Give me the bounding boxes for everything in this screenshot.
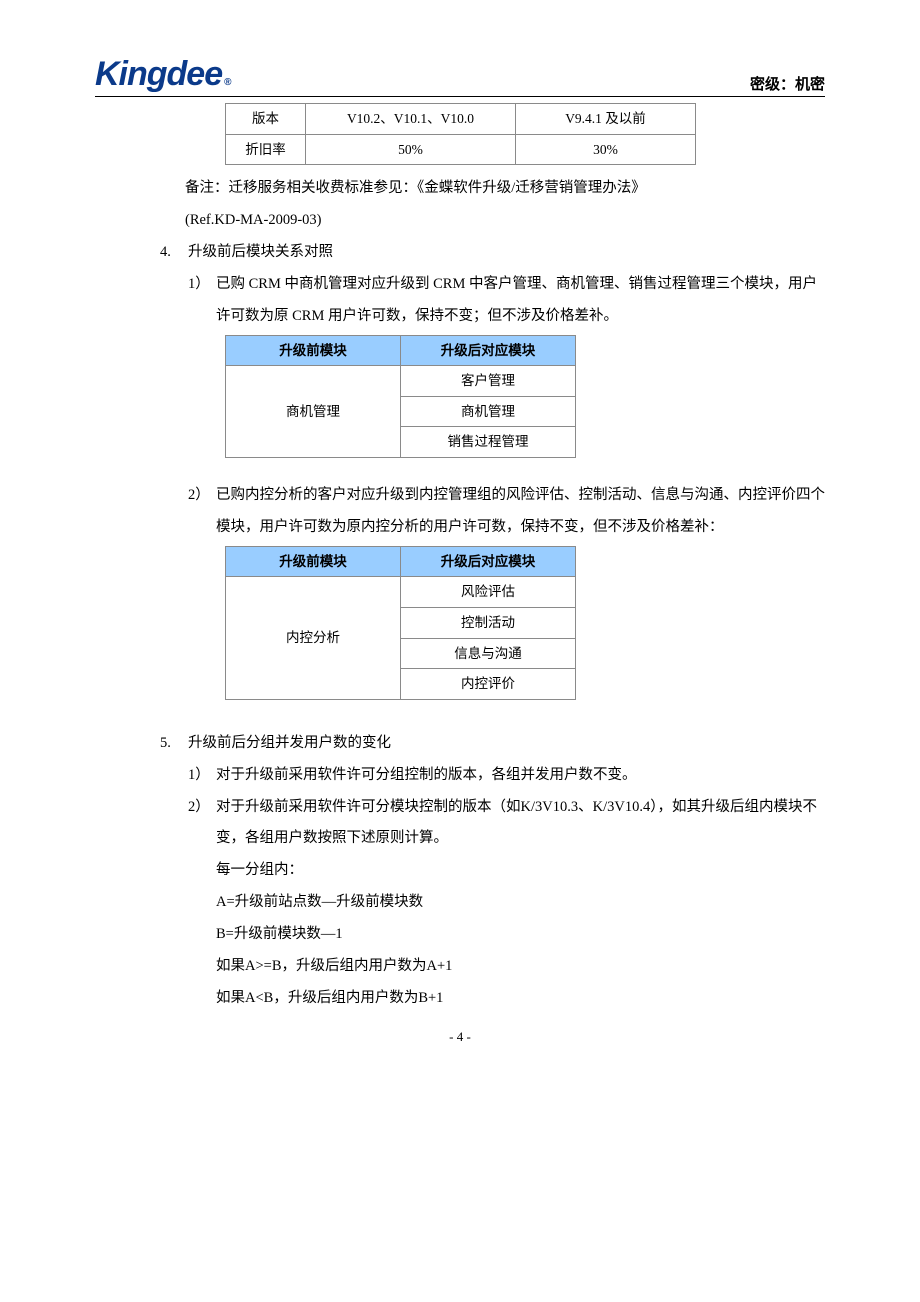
cell-before-module: 内控分析 bbox=[226, 577, 401, 699]
cell-after-module: 控制活动 bbox=[401, 607, 576, 638]
cell-rate-label: 折旧率 bbox=[226, 134, 306, 165]
cell-after-module: 销售过程管理 bbox=[401, 427, 576, 458]
page-content: 版本 V10.2、V10.1、V10.0 V9.4.1 及以前 折旧率 50% … bbox=[95, 103, 825, 1051]
col-header-after: 升级后对应模块 bbox=[401, 546, 576, 577]
table-row: 折旧率 50% 30% bbox=[226, 134, 696, 165]
table-header-row: 升级前模块 升级后对应模块 bbox=[226, 335, 576, 366]
logo-text: Kingdee bbox=[95, 55, 222, 94]
depreciation-table: 版本 V10.2、V10.1、V10.0 V9.4.1 及以前 折旧率 50% … bbox=[225, 103, 696, 165]
cell-after-module: 风险评估 bbox=[401, 577, 576, 608]
page-header: Kingdee ® 密级：机密 bbox=[95, 55, 825, 97]
section-number: 4. bbox=[160, 237, 188, 269]
cell-version-a: V10.2、V10.1、V10.0 bbox=[306, 104, 516, 135]
table-row: 版本 V10.2、V10.1、V10.0 V9.4.1 及以前 bbox=[226, 104, 696, 135]
section-title: 升级前后模块关系对照 bbox=[188, 237, 333, 269]
table-row: 内控分析 风险评估 bbox=[226, 577, 576, 608]
section-5: 5. 升级前后分组并发用户数的变化 bbox=[160, 728, 825, 760]
section-title: 升级前后分组并发用户数的变化 bbox=[188, 728, 391, 760]
cell-version-label: 版本 bbox=[226, 104, 306, 135]
cell-after-module: 客户管理 bbox=[401, 366, 576, 397]
cell-version-b: V9.4.1 及以前 bbox=[516, 104, 696, 135]
cell-rate-b: 30% bbox=[516, 134, 696, 165]
table-header-row: 升级前模块 升级后对应模块 bbox=[226, 546, 576, 577]
note-line-1: 备注：迁移服务相关收费标准参见：《金蝶软件升级/迁移营销管理办法》 bbox=[185, 173, 825, 205]
subsection-text: 对于升级前采用软件许可分组控制的版本，各组并发用户数不变。 bbox=[216, 760, 637, 792]
col-header-after: 升级后对应模块 bbox=[401, 335, 576, 366]
calc-line: 每一分组内： bbox=[216, 855, 825, 887]
document-page: Kingdee ® 密级：机密 版本 V10.2、V10.1、V10.0 V9.… bbox=[0, 0, 920, 1091]
subsection-number: 2） bbox=[188, 480, 216, 544]
subsection-5-2: 2） 对于升级前采用软件许可分模块控制的版本（如K/3V10.3、K/3V10.… bbox=[188, 792, 825, 856]
calc-line: A=升级前站点数—升级前模块数 bbox=[216, 887, 825, 919]
subsection-text: 已购 CRM 中商机管理对应升级到 CRM 中客户管理、商机管理、销售过程管理三… bbox=[216, 269, 825, 333]
subsection-number: 1） bbox=[188, 760, 216, 792]
cell-after-module: 内控评价 bbox=[401, 669, 576, 700]
crm-module-table: 升级前模块 升级后对应模块 商机管理 客户管理 商机管理 销售过程管理 bbox=[225, 335, 576, 458]
subsection-text: 对于升级前采用软件许可分模块控制的版本（如K/3V10.3、K/3V10.4），… bbox=[216, 792, 825, 856]
logo-registered-icon: ® bbox=[224, 77, 231, 88]
subsection-5-1: 1） 对于升级前采用软件许可分组控制的版本，各组并发用户数不变。 bbox=[188, 760, 825, 792]
spacer bbox=[95, 708, 825, 728]
kingdee-logo: Kingdee ® bbox=[95, 55, 232, 94]
internal-control-table: 升级前模块 升级后对应模块 内控分析 风险评估 控制活动 信息与沟通 内控评价 bbox=[225, 546, 576, 700]
section-4: 4. 升级前后模块关系对照 bbox=[160, 237, 825, 269]
cell-before-module: 商机管理 bbox=[226, 366, 401, 458]
subsection-text: 已购内控分析的客户对应升级到内控管理组的风险评估、控制活动、信息与沟通、内控评价… bbox=[216, 480, 825, 544]
note-line-2: (Ref.KD-MA-2009-03) bbox=[185, 205, 825, 237]
calc-line: B=升级前模块数—1 bbox=[216, 919, 825, 951]
page-number: - 4 - bbox=[95, 1023, 825, 1052]
col-header-before: 升级前模块 bbox=[226, 335, 401, 366]
calc-line: 如果A>=B，升级后组内用户数为A+1 bbox=[216, 951, 825, 983]
col-header-before: 升级前模块 bbox=[226, 546, 401, 577]
subsection-4-1: 1） 已购 CRM 中商机管理对应升级到 CRM 中客户管理、商机管理、销售过程… bbox=[188, 269, 825, 333]
table-row: 商机管理 客户管理 bbox=[226, 366, 576, 397]
calc-line: 如果A<B，升级后组内用户数为B+1 bbox=[216, 983, 825, 1015]
classification-label: 密级：机密 bbox=[750, 73, 825, 94]
subsection-number: 2） bbox=[188, 792, 216, 856]
cell-after-module: 商机管理 bbox=[401, 396, 576, 427]
cell-rate-a: 50% bbox=[306, 134, 516, 165]
spacer bbox=[95, 466, 825, 480]
subsection-number: 1） bbox=[188, 269, 216, 333]
section-number: 5. bbox=[160, 728, 188, 760]
cell-after-module: 信息与沟通 bbox=[401, 638, 576, 669]
subsection-4-2: 2） 已购内控分析的客户对应升级到内控管理组的风险评估、控制活动、信息与沟通、内… bbox=[188, 480, 825, 544]
